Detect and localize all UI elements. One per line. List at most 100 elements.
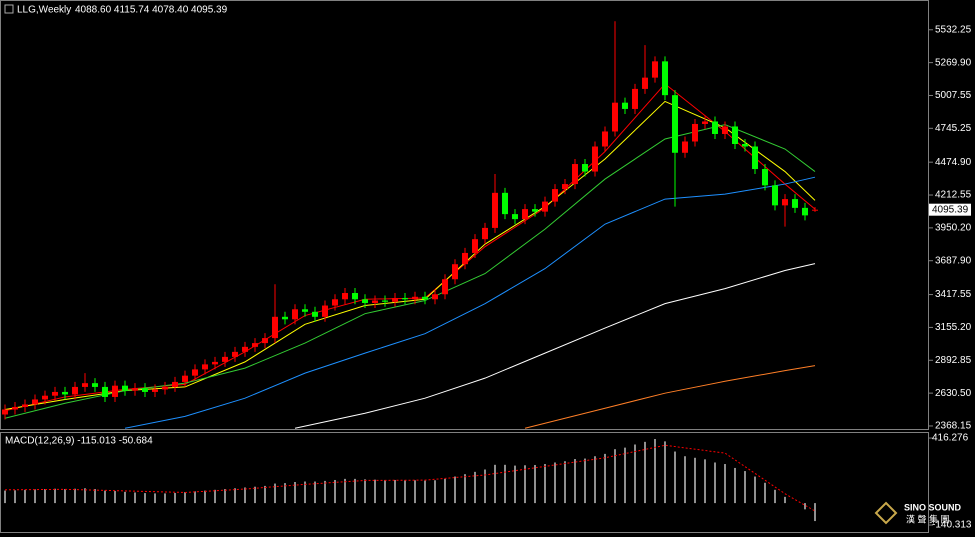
candle-body	[272, 316, 278, 339]
current-price: 4095.39	[932, 204, 969, 215]
candle-body	[232, 351, 238, 357]
y-tick-label: -140.313	[932, 520, 972, 531]
candle-body	[352, 293, 358, 300]
candle-body	[392, 298, 398, 302]
symbol-icon	[4, 4, 14, 14]
logo	[874, 501, 898, 525]
y-tick-label: 5007.55	[935, 90, 972, 101]
candle-body	[692, 123, 698, 142]
candle-body	[592, 146, 598, 172]
candle-body	[482, 227, 488, 240]
candle-body	[752, 146, 758, 170]
candle-body	[732, 126, 738, 145]
candle-body	[762, 169, 768, 186]
candle-body	[642, 77, 648, 89]
candle-body	[452, 264, 458, 280]
candle-body	[32, 399, 38, 405]
candle-body	[2, 409, 8, 415]
candle-body	[42, 395, 48, 400]
line	[524, 365, 816, 429]
y-tick-label: 2630.50	[935, 388, 972, 399]
y-tick-label: 2892.85	[935, 355, 972, 366]
candle-body	[362, 299, 368, 304]
brand: SINO SOUND	[904, 502, 962, 512]
y-tick-label: 5532.25	[935, 24, 972, 35]
line	[4, 444, 816, 512]
candle-body	[372, 300, 378, 304]
candle-body	[312, 311, 318, 317]
candle-body	[492, 192, 498, 228]
candle-body	[252, 343, 258, 347]
y-tick-label: 4745.25	[935, 123, 972, 134]
candle-body	[512, 214, 518, 220]
y-tick-label: 5269.90	[935, 57, 972, 68]
candle-body	[772, 185, 778, 206]
candle-body	[812, 209, 818, 211]
candle-body	[802, 207, 808, 216]
candle-body	[52, 391, 58, 396]
candle-body	[462, 252, 468, 265]
candle-body	[322, 305, 328, 317]
macd-panel	[0, 432, 929, 533]
candle-body	[262, 338, 268, 344]
macd-title: MACD(12,26,9) -115.013 -50.684	[5, 436, 153, 447]
y-tick-label: 416.276	[932, 433, 969, 444]
candle-body	[282, 316, 288, 320]
candle-body	[242, 346, 248, 352]
candle-body	[682, 141, 688, 153]
candle-body	[342, 293, 348, 300]
candle-body	[472, 239, 478, 253]
candle-body	[172, 381, 178, 387]
candle-body	[202, 364, 208, 370]
candle-body	[82, 383, 88, 387]
brand-sub: 漢 聲 集 團	[906, 513, 950, 524]
candle-body	[382, 300, 388, 302]
y-tick-label: 3687.90	[935, 255, 972, 266]
y-tick-label: 3950.20	[935, 223, 972, 234]
candle-body	[122, 385, 128, 391]
candle-body	[402, 298, 408, 300]
candle-body	[562, 184, 568, 190]
candle-body	[662, 61, 668, 96]
candle-body	[602, 131, 608, 147]
candle-body	[652, 61, 658, 78]
candle-body	[222, 356, 228, 362]
candle-body	[192, 369, 198, 376]
candle-body	[722, 126, 728, 134]
y-tick-label: 2368.15	[935, 421, 972, 432]
candle-body	[442, 279, 448, 295]
candle-body	[92, 383, 98, 387]
y-tick-label: 3417.55	[935, 289, 972, 300]
candle-body	[702, 121, 708, 124]
candle-body	[142, 388, 148, 392]
candle-body	[412, 296, 418, 300]
candle-body	[72, 386, 78, 395]
candle-body	[432, 294, 438, 300]
candle-body	[62, 391, 68, 395]
candle-body	[612, 102, 618, 132]
candle-body	[582, 164, 588, 172]
candle-body	[552, 189, 558, 202]
candle-body	[152, 389, 158, 392]
candle-body	[672, 95, 678, 153]
candle-body	[622, 102, 628, 109]
candle-body	[332, 299, 338, 306]
price-panel	[0, 0, 929, 430]
y-tick-label: 4212.55	[935, 190, 972, 201]
candle-body	[212, 361, 218, 365]
candle-body	[572, 164, 578, 185]
line	[294, 263, 816, 429]
y-tick-label: 3155.20	[935, 322, 972, 333]
candle-body	[792, 199, 798, 208]
header-symbol: LLG,Weekly	[17, 5, 71, 16]
candle-body	[522, 209, 528, 220]
candle-body	[782, 199, 788, 206]
candle-body	[542, 201, 548, 212]
y-tick-label: 4474.90	[935, 157, 972, 168]
candle-body	[132, 388, 138, 391]
candle-body	[422, 296, 428, 300]
candle-body	[22, 404, 28, 407]
candle-body	[112, 385, 118, 397]
